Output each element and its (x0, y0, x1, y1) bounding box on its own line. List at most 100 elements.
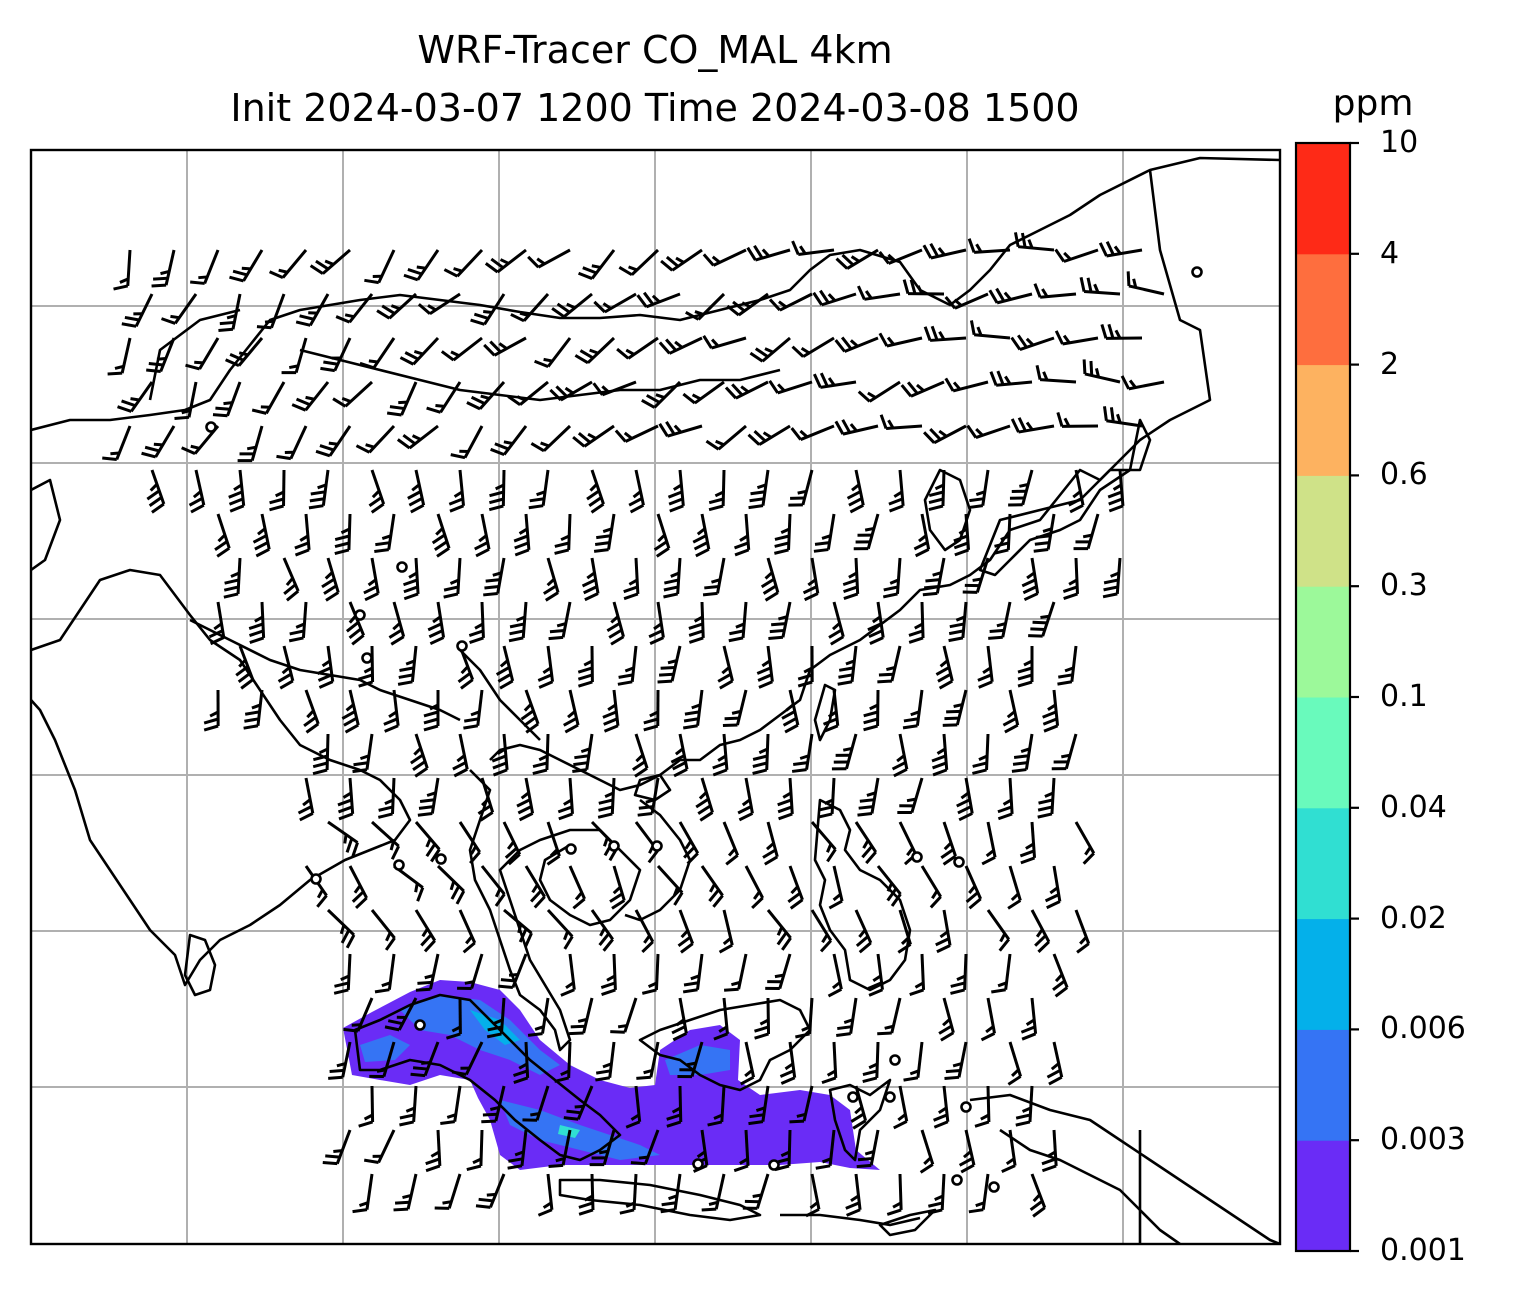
wind-barb (834, 419, 879, 436)
wind-barb (834, 336, 879, 353)
colorbar-band (1296, 143, 1350, 255)
wind-barb (572, 424, 615, 448)
wind-barb (484, 248, 527, 274)
wind-barb (968, 469, 990, 510)
wind-barb (1015, 1085, 1034, 1127)
wind-barb (364, 249, 396, 285)
wind-barb (551, 292, 593, 318)
colorbar-band (1296, 1029, 1350, 1141)
wind-barb (920, 865, 943, 909)
wind-barb (747, 424, 791, 446)
coastline-himalaya-border (189, 618, 461, 722)
wind-barb (486, 997, 506, 1039)
wind-barb (948, 601, 968, 643)
wind-barb (370, 909, 396, 951)
wind-barb (653, 513, 671, 558)
wind-barb (1062, 557, 1079, 600)
wind-barb (577, 645, 594, 688)
wind-barb (308, 469, 330, 510)
wind-barb (722, 689, 748, 728)
wind-barb (368, 469, 386, 514)
wind-barb (828, 601, 845, 646)
wind-barb (989, 370, 1033, 387)
wind-barb (1019, 821, 1037, 865)
wind-barb (359, 337, 396, 370)
wind-barb (1051, 733, 1078, 771)
wind-barb (548, 601, 572, 641)
wind-barb (754, 997, 771, 1040)
colorbar-tick-label: 10 (1380, 125, 1419, 160)
wind-barb (634, 909, 655, 953)
wind-barb (779, 1041, 797, 1085)
wind-barb (997, 777, 1014, 821)
wind-barb (822, 689, 840, 733)
wind-barb (933, 1085, 950, 1129)
wind-barb (393, 1173, 418, 1212)
coastline-hainan (633, 773, 672, 802)
wind-barb (748, 1085, 770, 1126)
calm-wind-marker (393, 859, 405, 871)
wind-barb (537, 645, 555, 689)
wind-barb (399, 336, 440, 366)
calm-wind-marker (310, 873, 322, 885)
wind-barb (688, 601, 705, 644)
wind-barb (294, 513, 311, 557)
wind-barb (557, 777, 574, 821)
wind-barb (682, 953, 704, 994)
wind-barb (554, 1041, 572, 1083)
wind-barb (760, 557, 780, 602)
wind-barb (670, 733, 689, 778)
wind-barb (352, 733, 374, 774)
wind-barb (151, 249, 176, 288)
wind-barb (836, 997, 858, 1037)
wind-barb (1041, 1129, 1058, 1173)
wind-barb (1102, 557, 1122, 599)
wind-barb (188, 469, 206, 514)
wind-barb (334, 513, 352, 556)
wind-barb (606, 601, 625, 646)
colorbar-tick-label: 0.6 (1380, 457, 1428, 493)
coastlines (31, 156, 1280, 1244)
wind-barb (524, 865, 546, 909)
wind-barb (427, 601, 446, 646)
wind-barb (440, 1085, 462, 1126)
wind-barb (886, 1173, 903, 1216)
wind-barb (399, 1085, 418, 1127)
calm-wind-marker (414, 1019, 426, 1031)
wind-barb (237, 425, 264, 463)
wind-barb (717, 645, 734, 690)
wind-barb (831, 733, 858, 771)
wind-barb (281, 337, 308, 375)
wind-barb (450, 425, 484, 460)
wind-barb (718, 909, 734, 954)
wind-barb (377, 777, 396, 819)
wind-barb (560, 953, 576, 997)
colorbar-band (1296, 253, 1350, 366)
wind-barb (282, 557, 300, 602)
wind-barb (569, 997, 594, 1036)
wind-barb (1074, 909, 1091, 954)
wind-barb (475, 1173, 506, 1209)
wind-barb (426, 381, 462, 414)
wind-barb (695, 777, 714, 822)
wind-barb (700, 865, 724, 908)
wind-barb (893, 1085, 909, 1130)
title-line-2: Init 2024-03-07 1200 Time 2024-03-08 150… (230, 86, 1080, 130)
wind-barb (643, 689, 660, 732)
calm-wind-marker (768, 1159, 780, 1171)
wind-barb (352, 1173, 374, 1214)
wind-barb (1046, 1041, 1064, 1086)
wind-barb (897, 777, 924, 815)
wind-barb (923, 424, 967, 445)
wind-barb (410, 1041, 440, 1078)
wind-barb (813, 513, 836, 553)
wind-barb (705, 424, 747, 451)
wind-barb (328, 1041, 352, 1080)
wind-barb (817, 777, 836, 819)
wind-barb (388, 601, 406, 646)
wind-barb (908, 601, 925, 644)
wind-barb (425, 1129, 442, 1173)
wind-barb (648, 601, 665, 646)
wind-barb (737, 777, 754, 822)
